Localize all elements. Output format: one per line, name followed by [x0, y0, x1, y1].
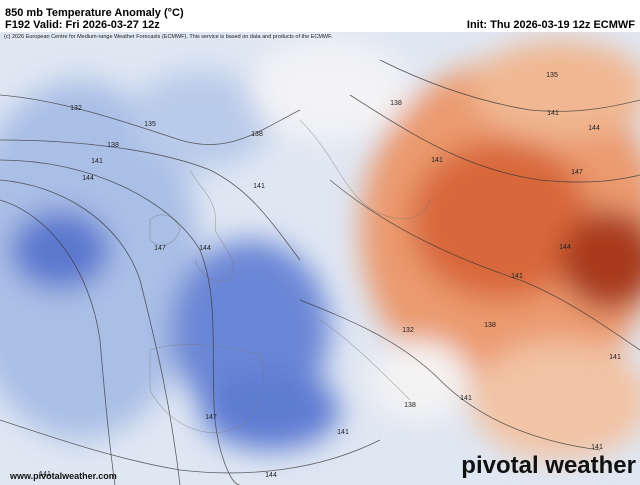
contour-label: 138: [404, 402, 416, 409]
site-url: www.pivotalweather.com: [9, 471, 117, 481]
copyright: (c) 2026 European Centre for Medium-rang…: [4, 34, 333, 40]
contour-label: 144: [199, 245, 211, 252]
contour-label: 138: [107, 142, 119, 149]
contour-label: 135: [144, 121, 156, 128]
valid-time: F192 Valid: Fri 2026-03-27 12z: [5, 19, 160, 31]
contour-label: 141: [547, 110, 559, 117]
init-time: Init: Thu 2026-03-19 12z ECMWF: [467, 19, 635, 31]
contour-label: 144: [559, 244, 571, 251]
contour-label: 141: [591, 444, 603, 451]
contour-label: 138: [251, 131, 263, 138]
map-field: [0, 32, 640, 485]
contour-label: 141: [431, 157, 443, 164]
contour-label: 144: [265, 472, 277, 479]
header-band: [0, 0, 640, 32]
contour-label: 135: [546, 72, 558, 79]
contour-label: 147: [154, 245, 166, 252]
coastlines: [149, 119, 431, 433]
contour-label: 141: [39, 471, 51, 478]
contour-label: 132: [402, 327, 414, 334]
contour-label: 144: [82, 175, 94, 182]
title: 850 mb Temperature Anomaly (°C): [5, 7, 184, 19]
contour-label: 147: [571, 169, 583, 176]
contour-label: 141: [91, 158, 103, 165]
contour-label: 141: [511, 273, 523, 280]
contour-label: 141: [253, 183, 265, 190]
contour-label: 138: [484, 322, 496, 329]
brand-logo: pivotal weather: [461, 452, 636, 479]
contours: [0, 59, 640, 485]
contour-labels: 132 135 138 138 141 144 141 147 144 135 138 141 144 1…: [39, 72, 621, 479]
contour-label: 132: [70, 105, 82, 112]
contour-label: 141: [337, 429, 349, 436]
contour-label: 147: [205, 414, 217, 421]
contour-label: 141: [460, 395, 472, 402]
contour-label: 144: [588, 125, 600, 132]
contour-label: 138: [390, 100, 402, 107]
contour-label: 141: [609, 354, 621, 361]
